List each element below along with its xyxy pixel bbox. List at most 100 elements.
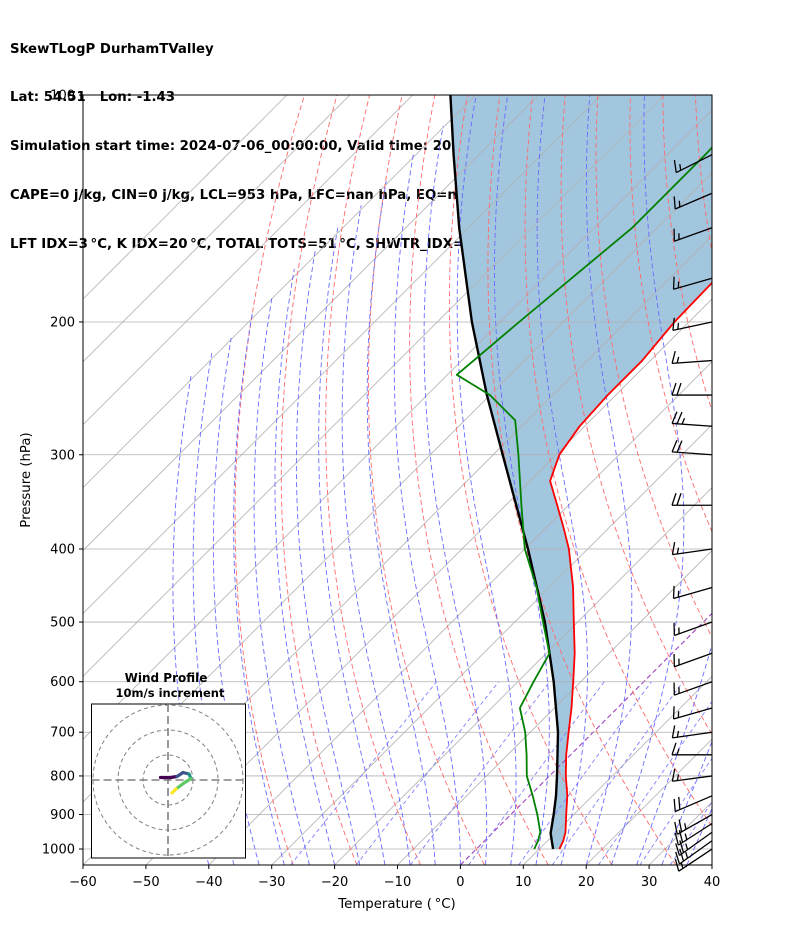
isotherm [271,424,712,865]
mixing-ratio-line [290,681,437,865]
barb-feather [684,823,687,830]
isotherm [523,675,712,865]
dewpoint-line [455,146,712,850]
wind-barb [672,706,713,720]
barb-feather [678,819,683,833]
barb-shaft [679,831,713,857]
y-tick-label: 600 [50,675,75,690]
barb-feather [676,440,683,453]
mixing-ratio-line [551,681,684,865]
barb-shaft [673,586,713,600]
barb-feather [679,164,682,171]
barb-feather [671,439,678,453]
y-tick-label: 300 [50,448,75,463]
barb-shaft [672,548,713,556]
isotherm [83,95,413,426]
barb-shaft [674,621,713,637]
barb-feather [671,542,676,555]
x-tick-label: −10 [384,875,411,890]
moist-adiabat [636,95,712,865]
isotherm [83,95,665,677]
barb-feather [676,493,682,506]
mixing-ratio-line [355,681,499,865]
x-tick-label: 20 [578,875,595,890]
mixing-ratio-line [639,757,712,865]
wind-barb [674,813,713,835]
dry-adiabat [367,95,485,865]
chart-title: SkewTLogP DurhamTValley [10,41,214,57]
barb-feather [672,276,675,290]
moist-adiabat [536,95,588,865]
barb-feather [676,411,683,425]
barb-shaft [678,848,713,872]
index-line: LFT IDX=3 °C, K IDX=20 °C, TOTAL TOTS=51… [10,237,493,253]
wind-barb [673,795,713,813]
isotherm [83,95,539,552]
barb-feather [671,411,678,424]
dry-adiabat [728,95,794,865]
x-tick-label: −40 [195,875,222,890]
moist-adiabat [711,863,712,865]
cin-shading [450,95,712,849]
wind-barb [672,317,713,332]
barb-feather [673,159,677,173]
barb-feather [672,317,675,331]
barb-feather [685,843,689,850]
dry-adiabat [524,95,712,828]
wind-barb [671,493,712,506]
isotherm [145,298,712,865]
dry-adiabat [662,95,712,413]
moist-adiabat [212,337,260,865]
mixing-ratio-line [468,681,605,865]
barb-feather [673,196,676,210]
barb-shaft [675,154,713,174]
wind-barb [671,382,712,396]
dry-adiabat [487,95,677,865]
moist-adiabat [661,740,712,865]
y-tick-label: 200 [50,315,75,330]
y-tick-label: 800 [50,769,75,784]
y-tick-label: 900 [50,808,75,823]
wind-barb [673,652,713,668]
barb-feather [675,843,681,856]
barb-feather [671,725,676,738]
barb-feather [671,742,677,756]
wind-barb [673,154,713,174]
y-tick-label: 100 [50,89,75,104]
y-tick-label: 1000 [42,843,75,858]
inset-title: Wind Profile [125,671,208,685]
moist-adiabat [686,807,712,865]
barb-feather [676,547,680,555]
moist-adiabat [366,180,436,865]
barb-shaft [672,451,713,456]
wind-barb [673,681,713,696]
isotherm [711,864,712,865]
x-tick-label: −50 [132,875,159,890]
dry-adiabat [595,95,712,639]
barb-feather [676,382,682,396]
barb-shaft [672,321,713,332]
barb-feather [684,833,688,840]
parcel-profile-line [449,95,560,850]
wind-barb [671,411,713,427]
moist-adiabat [393,154,461,865]
barb-feather [671,350,676,364]
dry-adiabat [280,95,358,865]
barb-shaft [672,422,713,427]
x-axis-label: Temperature ( °C) [337,897,455,912]
hodograph-trace [170,787,178,795]
temperature-line [549,281,712,850]
isotherm [83,95,476,489]
barb-shaft [676,813,713,835]
wind-barb [671,725,713,739]
barb-feather [679,848,685,862]
barb-feather [674,821,678,835]
barb-shaft [673,277,713,290]
moist-adiabat [341,205,411,865]
dry-adiabat [325,95,422,865]
wind-barb [673,227,713,242]
mixing-ratio-line [410,681,550,865]
y-tick-label: 500 [50,616,75,631]
x-tick-label: 0 [456,875,464,890]
